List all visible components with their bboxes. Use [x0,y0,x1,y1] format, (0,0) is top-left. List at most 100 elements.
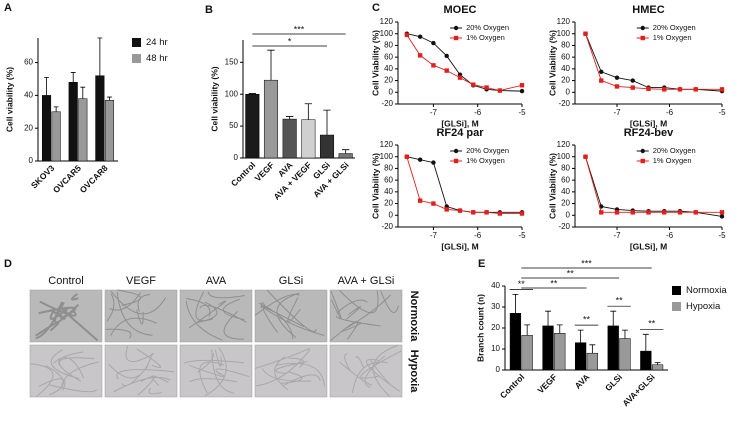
vessel-texture [255,290,324,339]
marker [471,82,476,87]
y-tick-label: 40 [491,281,500,290]
marker [404,32,410,38]
x-tick-label: AVA+GLSi [620,372,656,408]
y-tick-label: 80 [561,41,570,50]
error-bar [556,324,563,334]
marker [719,210,725,215]
bar [640,350,652,371]
legend-marker [453,148,459,154]
legend-marker [640,25,645,31]
significance-label: ** [583,314,591,324]
x-axis-label: [GLSi], M [630,241,667,251]
x-tick-label: -6 [474,231,482,240]
vessel-texture [330,290,398,340]
marker [630,210,635,215]
bar [521,335,533,371]
error-bar [610,310,617,326]
vessel-texture [339,345,401,396]
marker [614,84,620,89]
legend-label: 48 hr [146,53,168,64]
series-line [406,34,523,91]
legend-label: Hypoxia [686,301,721,312]
x-tick-label: OVCAR5 [51,163,83,195]
panel-label: A [4,2,12,14]
bar [607,325,619,371]
marker [677,210,683,215]
error-bar [512,294,519,314]
column-label: AVA + GLSi [338,275,395,287]
error-bar [97,37,103,76]
panel-label: B [205,4,213,16]
marker [646,86,651,91]
y-axis-label: Cell viability (%) [209,66,219,131]
y-tick-label: 0 [496,365,501,374]
marker [599,69,604,74]
y-axis-label: Cell Viability (%) [547,153,557,219]
marker [484,85,489,90]
legend-marker [640,148,645,154]
marker [583,31,588,36]
panel-label: C [372,2,380,14]
marker [431,160,436,165]
x-tick-label: Control [498,372,526,400]
micrograph [254,344,328,398]
marker [444,68,449,73]
y-tick-label: 80 [384,164,393,173]
y-tick-label: 100 [557,152,571,161]
bar [95,75,105,162]
marker [583,154,588,159]
y-tick-label: 60 [384,52,393,61]
error-bar [589,344,596,354]
chart-title: RF24-bev [624,127,674,139]
y-tick-label: -20 [381,99,393,108]
marker [497,211,503,216]
marker [662,87,667,92]
marker [417,157,423,162]
y-tick-label: 120 [557,140,571,149]
error-bar [70,72,76,83]
y-tick-label: 0 [389,210,394,219]
marker [404,154,410,159]
y-tick-label: 20 [561,199,570,208]
x-tick-label: -5 [718,231,726,240]
error-bar [80,86,86,99]
error-bar [267,49,275,81]
panel-label: D [4,258,12,270]
error-bar [304,103,312,120]
marker [719,87,725,92]
x-tick-label: GLSi [603,372,624,393]
marker [417,198,423,203]
x-tick-label: Control [229,160,257,188]
y-tick-label: 40 [384,64,393,73]
legend-swatch [672,302,681,311]
y-tick-label: 0 [234,153,239,162]
y-tick-label: 100 [380,29,394,38]
y-tick-label: 10 [491,344,500,353]
y-tick-label: 0 [566,210,571,219]
legend-label: 20% Oxygen [653,146,696,155]
error-bar [107,96,112,101]
bar [542,325,554,371]
legend-marker [640,35,645,41]
series-line [406,156,522,213]
y-tick-label: 100 [225,89,239,98]
chart-title: RF24 par [436,127,484,139]
legend-label: Normoxia [686,285,727,296]
y-tick-label: -20 [381,222,393,231]
marker [599,78,604,83]
x-tick-label: -7 [613,108,621,117]
legend-label: 20% Oxygen [466,23,509,32]
marker [444,53,449,59]
micrograph [254,289,328,343]
x-tick-label: -5 [518,108,526,117]
marker [457,208,463,213]
column-label: AVA [206,275,227,287]
y-tick-label: 40 [384,187,393,196]
significance-label: ** [518,279,526,289]
y-tick-label: 60 [24,58,33,67]
column-label: GLSi [279,275,303,287]
marker [471,210,476,215]
y-tick-label: -20 [558,222,570,231]
x-axis-label: [GLSi], M [441,241,478,251]
